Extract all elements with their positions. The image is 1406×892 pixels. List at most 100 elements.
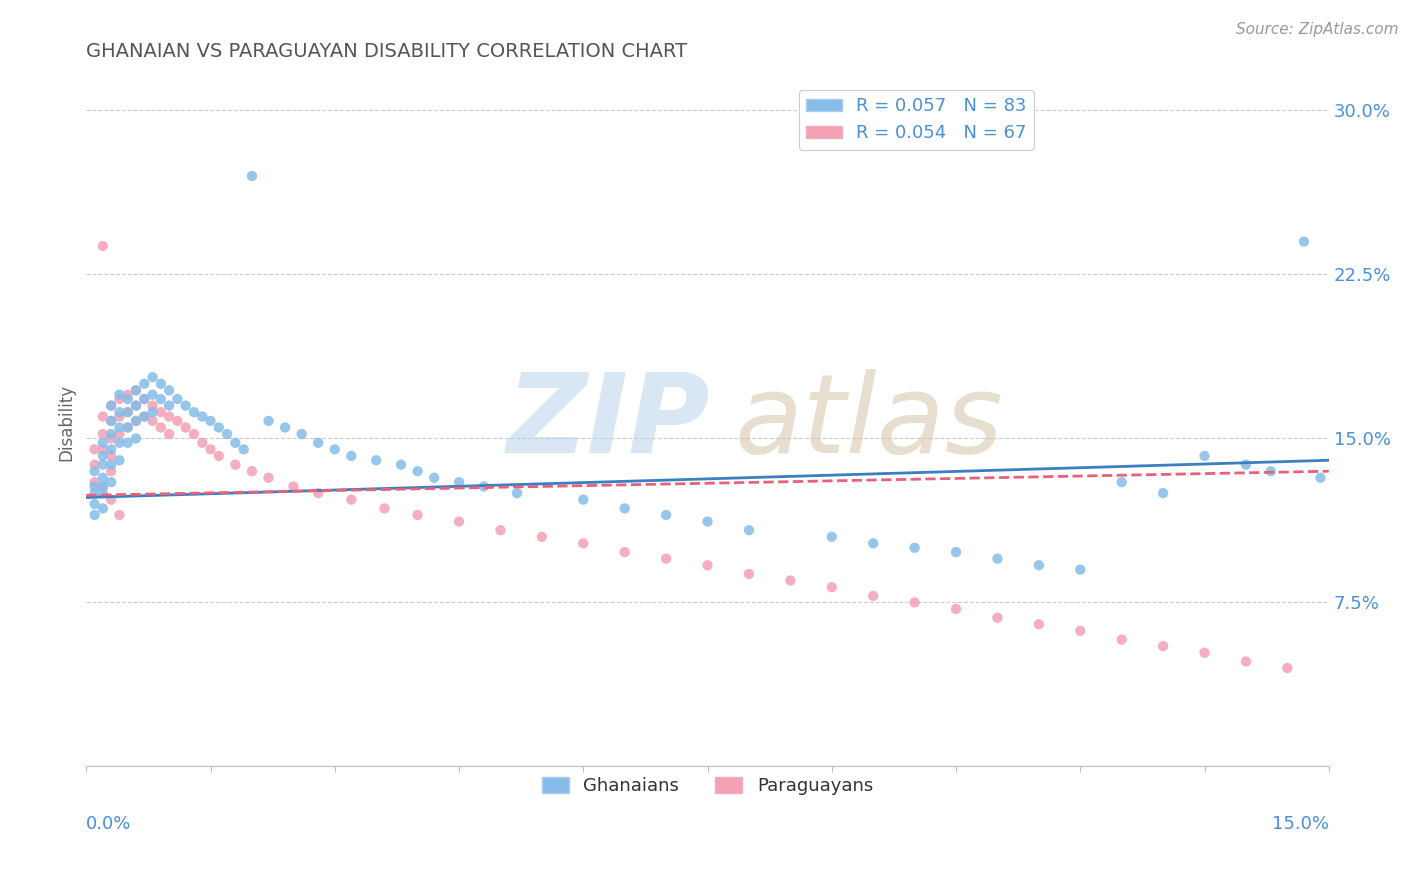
- Point: [83, 458, 105, 472]
- Point: [1260, 464, 1282, 478]
- Point: [1292, 235, 1315, 249]
- Point: [373, 501, 395, 516]
- Point: [108, 392, 131, 406]
- Point: [447, 475, 470, 490]
- Point: [91, 479, 114, 493]
- Point: [100, 464, 122, 478]
- Point: [738, 523, 761, 537]
- Point: [100, 399, 122, 413]
- Point: [191, 435, 214, 450]
- Point: [217, 427, 239, 442]
- Point: [200, 442, 222, 457]
- Point: [157, 427, 180, 442]
- Point: [100, 414, 122, 428]
- Point: [323, 442, 346, 457]
- Point: [142, 370, 165, 384]
- Point: [91, 449, 114, 463]
- Point: [134, 409, 156, 424]
- Point: [1111, 632, 1133, 647]
- Point: [1309, 471, 1331, 485]
- Point: [83, 442, 105, 457]
- Point: [117, 405, 139, 419]
- Point: [572, 536, 595, 550]
- Point: [125, 384, 148, 398]
- Point: [117, 420, 139, 434]
- Point: [100, 449, 122, 463]
- Point: [1277, 661, 1299, 675]
- Point: [613, 501, 636, 516]
- Point: [291, 427, 314, 442]
- Point: [125, 431, 148, 445]
- Point: [91, 479, 114, 493]
- Point: [1028, 558, 1050, 573]
- Point: [1028, 617, 1050, 632]
- Point: [149, 392, 172, 406]
- Point: [224, 435, 246, 450]
- Point: [134, 409, 156, 424]
- Point: [340, 449, 363, 463]
- Point: [779, 574, 801, 588]
- Point: [100, 458, 122, 472]
- Point: [904, 595, 927, 609]
- Point: [108, 508, 131, 522]
- Point: [696, 515, 718, 529]
- Point: [821, 530, 844, 544]
- Point: [117, 387, 139, 401]
- Point: [191, 409, 214, 424]
- Point: [389, 458, 412, 472]
- Point: [1152, 639, 1174, 653]
- Point: [108, 409, 131, 424]
- Point: [91, 471, 114, 485]
- Point: [572, 492, 595, 507]
- Point: [91, 409, 114, 424]
- Point: [166, 414, 188, 428]
- Point: [91, 435, 114, 450]
- Point: [200, 414, 222, 428]
- Point: [91, 458, 114, 472]
- Point: [134, 376, 156, 391]
- Point: [366, 453, 388, 467]
- Point: [240, 169, 263, 183]
- Point: [125, 384, 148, 398]
- Point: [904, 541, 927, 555]
- Point: [208, 420, 231, 434]
- Point: [134, 392, 156, 406]
- Text: 15.0%: 15.0%: [1272, 814, 1329, 832]
- Point: [183, 427, 205, 442]
- Point: [174, 420, 197, 434]
- Point: [257, 414, 280, 428]
- Point: [157, 409, 180, 424]
- Point: [91, 501, 114, 516]
- Point: [174, 399, 197, 413]
- Point: [117, 392, 139, 406]
- Point: [489, 523, 512, 537]
- Point: [862, 536, 884, 550]
- Point: [208, 449, 231, 463]
- Point: [100, 442, 122, 457]
- Point: [117, 405, 139, 419]
- Point: [945, 602, 967, 616]
- Point: [986, 611, 1008, 625]
- Point: [142, 414, 165, 428]
- Point: [506, 486, 529, 500]
- Point: [100, 427, 122, 442]
- Point: [157, 399, 180, 413]
- Point: [142, 387, 165, 401]
- Text: GHANAIAN VS PARAGUAYAN DISABILITY CORRELATION CHART: GHANAIAN VS PARAGUAYAN DISABILITY CORREL…: [86, 42, 688, 61]
- Point: [530, 530, 553, 544]
- Y-axis label: Disability: Disability: [58, 384, 75, 460]
- Point: [257, 471, 280, 485]
- Point: [1069, 624, 1091, 638]
- Point: [142, 405, 165, 419]
- Point: [406, 464, 429, 478]
- Point: [108, 435, 131, 450]
- Point: [91, 239, 114, 253]
- Point: [91, 442, 114, 457]
- Point: [157, 384, 180, 398]
- Point: [307, 486, 329, 500]
- Point: [613, 545, 636, 559]
- Point: [1194, 449, 1216, 463]
- Point: [986, 551, 1008, 566]
- Point: [91, 427, 114, 442]
- Point: [117, 435, 139, 450]
